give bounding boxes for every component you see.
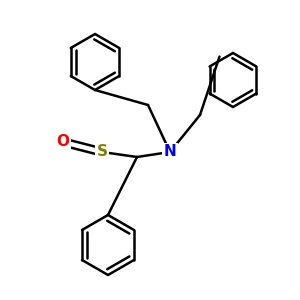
Text: O: O (56, 134, 70, 149)
Text: S: S (97, 145, 107, 160)
Text: N: N (164, 145, 176, 160)
